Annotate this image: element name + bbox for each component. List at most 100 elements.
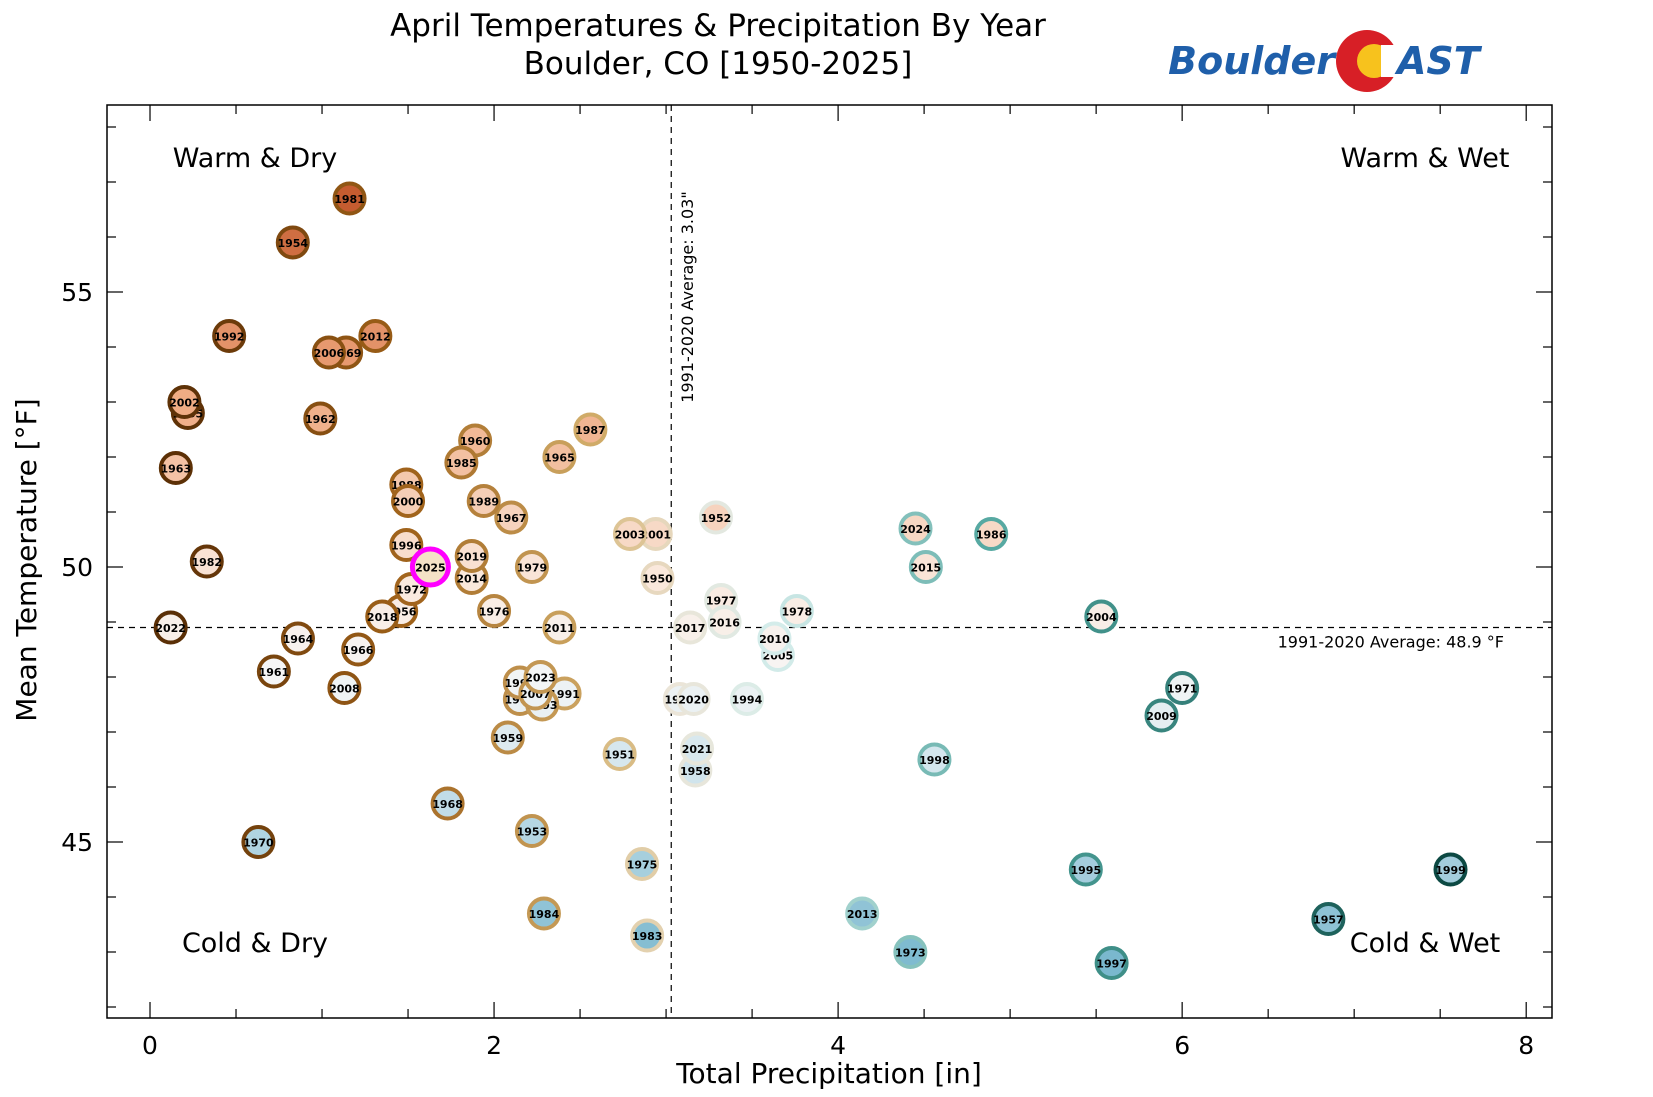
quadrant-cold-wet: Cold & Wet <box>1350 928 1501 959</box>
data-point-label: 1981 <box>334 193 365 206</box>
data-point-label: 1951 <box>604 749 635 762</box>
logo-text-left: Boulder <box>1168 39 1337 83</box>
data-point <box>1433 852 1468 887</box>
data-point <box>908 550 943 584</box>
data-point-label: 1975 <box>627 859 658 872</box>
data-point <box>280 621 315 656</box>
data-point <box>311 335 346 370</box>
data-point <box>974 517 1009 551</box>
x-tick-label: 0 <box>142 1031 158 1060</box>
data-point-label: 1962 <box>305 413 336 426</box>
data-point-label: 2015 <box>911 562 942 575</box>
data-point <box>612 517 647 551</box>
data-point-label: 1966 <box>343 644 374 657</box>
chart-title-line1: April Temperatures & Precipitation By Ye… <box>390 8 1046 44</box>
quadrant-cold-dry: Cold & Dry <box>182 928 328 959</box>
data-point-label: 1952 <box>701 512 732 525</box>
data-point-label: 1978 <box>782 606 813 619</box>
data-point <box>490 720 525 755</box>
data-points: 1950195119521953195419551956195719581959… <box>153 181 1468 980</box>
data-point <box>707 605 742 639</box>
data-point <box>241 825 276 859</box>
data-point-label: 2016 <box>709 617 740 630</box>
data-point-label: 1954 <box>277 237 308 250</box>
axis-ticks: 0 2 4 6 8 45 50 55 <box>61 105 1552 1060</box>
data-point <box>680 731 715 766</box>
x-tick-label: 2 <box>486 1031 502 1060</box>
data-point-label: 1989 <box>468 496 499 509</box>
y-tick-label: 50 <box>61 553 93 582</box>
data-point <box>153 610 188 645</box>
data-point <box>494 500 529 535</box>
data-point-label: 2021 <box>682 743 713 756</box>
quadrant-warm-dry: Warm & Dry <box>173 143 338 174</box>
data-point <box>640 561 675 595</box>
data-point <box>523 660 558 694</box>
data-point <box>1084 599 1119 634</box>
temp-average-label: 1991-2020 Average: 48.9 °F <box>1278 633 1504 652</box>
data-point-label: 2020 <box>678 694 709 707</box>
data-point-label: 1965 <box>544 452 575 465</box>
data-point <box>332 181 367 216</box>
data-point-label: 2004 <box>1086 611 1117 624</box>
data-point <box>275 225 310 260</box>
data-point <box>391 484 426 518</box>
data-point-label: 2017 <box>675 622 706 635</box>
logo-c-opening <box>1381 45 1403 77</box>
data-point <box>757 621 792 656</box>
data-point <box>698 500 733 535</box>
average-lines: 1991-2020 Average: 3.03" 1991-2020 Averag… <box>107 105 1552 1018</box>
data-point-label: 2019 <box>456 551 487 564</box>
plot-frame <box>106 104 1553 1019</box>
data-point-label: 2003 <box>615 529 646 542</box>
data-point-label: 1998 <box>919 754 950 767</box>
data-point <box>189 544 224 579</box>
data-point <box>542 440 577 474</box>
data-point-label: 1997 <box>1096 958 1127 971</box>
data-point-label: 2008 <box>329 683 360 696</box>
precip-average-label: 1991-2020 Average: 3.03" <box>678 191 697 402</box>
data-point-label: 1963 <box>160 463 191 476</box>
data-point <box>212 319 247 353</box>
bouldercast-logo: Boulder AST <box>1168 30 1483 92</box>
data-point-label: 2010 <box>759 633 790 646</box>
data-point-label: 1977 <box>706 595 737 608</box>
data-point <box>256 654 291 689</box>
data-point-label: 1959 <box>493 732 524 745</box>
data-point-label: 2025 <box>415 562 446 575</box>
data-point <box>389 528 424 562</box>
data-point <box>477 594 512 628</box>
data-point-label: 1996 <box>391 540 422 553</box>
data-point-label: 2011 <box>544 622 575 635</box>
data-point-label: 2022 <box>155 622 186 635</box>
data-point <box>365 599 400 634</box>
data-point <box>1165 671 1200 705</box>
data-point-label: 1995 <box>1071 864 1102 877</box>
data-point-label: 1983 <box>632 930 663 943</box>
data-point-label: 2013 <box>847 908 878 921</box>
data-point <box>729 682 764 716</box>
data-point <box>514 550 549 584</box>
data-point <box>624 847 659 881</box>
data-point-label: 1987 <box>575 424 606 437</box>
logo-text-right: AST <box>1394 39 1483 83</box>
data-point <box>327 671 362 705</box>
data-point <box>358 319 393 353</box>
data-point-label: 1968 <box>432 798 463 811</box>
data-point-label: 2023 <box>525 672 556 685</box>
data-point-highlight <box>409 546 451 588</box>
data-point <box>158 451 193 485</box>
data-point <box>303 401 338 436</box>
data-point-label: 1961 <box>259 666 290 679</box>
data-point-label: 1950 <box>642 573 673 586</box>
x-tick-label: 6 <box>1174 1031 1190 1060</box>
data-point-label: 2009 <box>1146 710 1177 723</box>
data-point-label: 1984 <box>529 908 560 921</box>
data-point-label: 1964 <box>283 633 314 646</box>
data-point <box>917 742 952 777</box>
data-point-label: 1960 <box>460 435 491 448</box>
data-point-label: 1971 <box>1167 683 1198 696</box>
y-axis-label: Mean Temperature [°F] <box>10 398 43 721</box>
data-point <box>893 935 928 969</box>
